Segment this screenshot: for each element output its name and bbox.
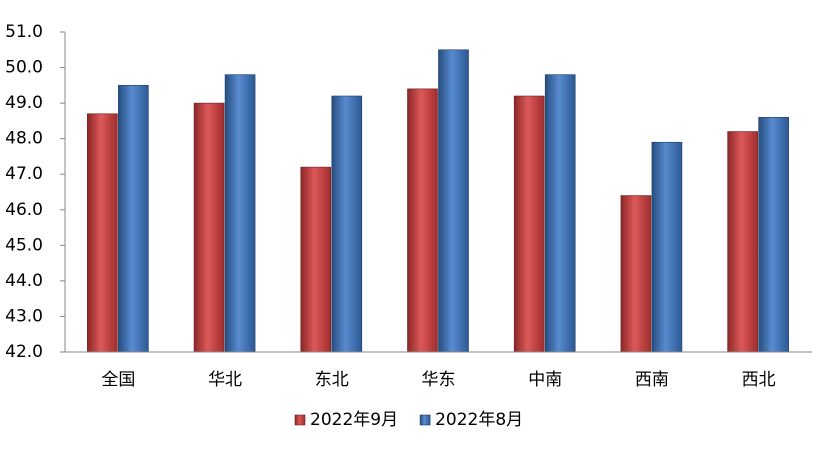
bar bbox=[544, 74, 576, 353]
legend-label: 2022年8月 bbox=[435, 410, 523, 430]
bar bbox=[224, 74, 256, 353]
bar bbox=[300, 166, 332, 353]
bar bbox=[651, 141, 683, 353]
x-tick-label: 西北 bbox=[742, 370, 776, 390]
x-tick-label: 中南 bbox=[528, 370, 562, 390]
bar bbox=[758, 117, 789, 353]
bar bbox=[193, 102, 225, 353]
y-tick-label: 45.0 bbox=[5, 235, 43, 255]
y-tick-label: 48.0 bbox=[5, 129, 43, 149]
bar bbox=[87, 113, 118, 353]
legend-swatch bbox=[294, 414, 306, 426]
x-tick-label: 东北 bbox=[315, 370, 349, 390]
bar bbox=[407, 88, 438, 353]
bar bbox=[513, 95, 545, 353]
bar bbox=[331, 95, 363, 353]
y-tick-label: 50.0 bbox=[5, 58, 43, 78]
y-tick-label: 46.0 bbox=[5, 200, 43, 220]
x-tick-label: 全国 bbox=[101, 370, 135, 390]
x-tick-label: 华北 bbox=[208, 370, 242, 390]
y-tick-label: 44.0 bbox=[5, 271, 43, 291]
bar bbox=[727, 131, 758, 353]
x-tick-label: 华东 bbox=[422, 370, 456, 390]
y-tick-label: 49.0 bbox=[5, 93, 43, 113]
bar bbox=[620, 195, 652, 353]
x-tick-label: 西南 bbox=[635, 370, 669, 390]
y-tick-label: 43.0 bbox=[5, 306, 43, 326]
y-tick-label: 42.0 bbox=[5, 342, 43, 362]
legend-swatch bbox=[419, 414, 431, 426]
bar bbox=[118, 85, 149, 353]
y-tick-label: 51.0 bbox=[5, 22, 43, 42]
legend-label: 2022年9月 bbox=[310, 410, 398, 430]
y-tick-label: 47.0 bbox=[5, 164, 43, 184]
bar bbox=[438, 49, 469, 353]
